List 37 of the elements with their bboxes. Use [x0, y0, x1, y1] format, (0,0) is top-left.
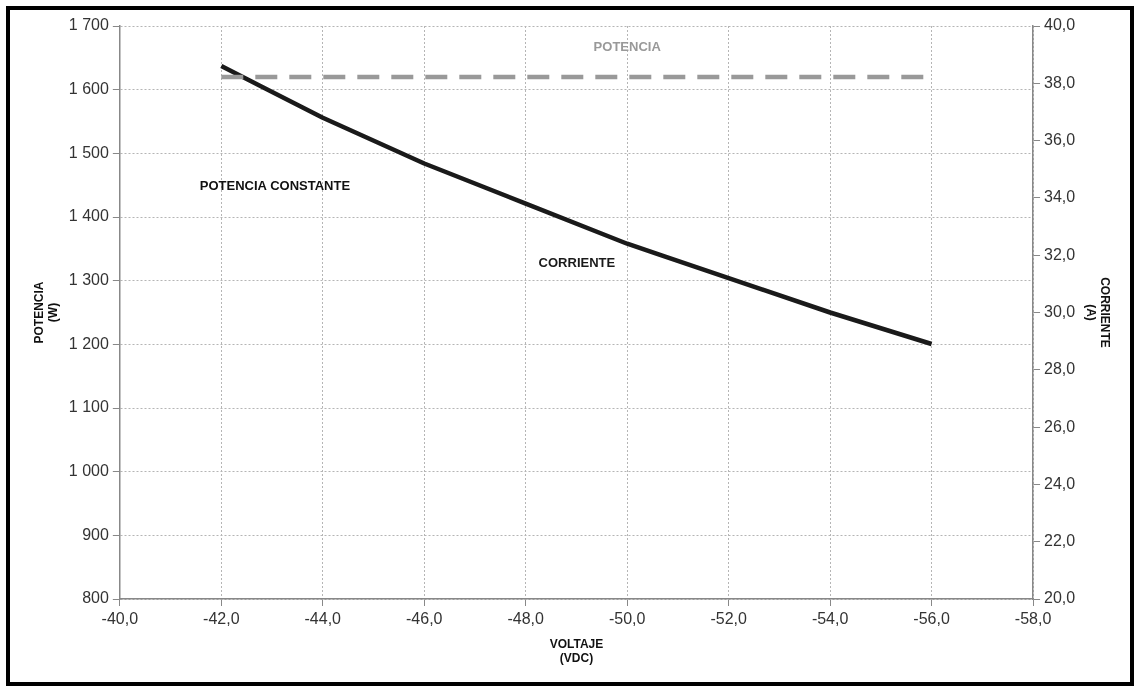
y2-tick-label: 38,0 [1044, 73, 1076, 91]
y2-tick-label: 22,0 [1044, 532, 1076, 550]
y-tick-label: 1 100 [68, 398, 109, 416]
x-tick-label: -56,0 [913, 610, 950, 628]
y-tick-label: 800 [82, 589, 109, 607]
y-tick-label: 1 500 [68, 143, 109, 161]
x-axis-title: VOLTAJE (VDC) [549, 636, 604, 666]
y2-tick-label: 40,0 [1044, 16, 1076, 34]
y2-tick-label: 28,0 [1044, 360, 1076, 378]
y-tick-label: 1 400 [68, 207, 109, 225]
y2-tick-label: 34,0 [1044, 188, 1076, 206]
annotation: POTENCIA CONSTANTE [199, 178, 351, 194]
y2-axis-title: CORRIENTE (A) [1084, 277, 1113, 348]
y-tick-label: 1 000 [68, 462, 109, 480]
y-tick-label: 1 700 [68, 16, 109, 34]
y2-tick-label: 32,0 [1044, 245, 1076, 263]
y2-tick-label: 24,0 [1044, 474, 1076, 492]
x-tick-label: -42,0 [203, 610, 240, 628]
y-tick-label: 900 [82, 525, 109, 543]
x-tick-label: -40,0 [101, 610, 139, 628]
series-label: CORRIENTE [538, 255, 616, 271]
x-tick-label: -46,0 [406, 610, 443, 628]
y-tick-label: 1 600 [68, 80, 109, 98]
y2-tick-label: 20,0 [1044, 589, 1076, 607]
x-tick-label: -52,0 [710, 610, 747, 628]
x-tick-label: -54,0 [811, 610, 849, 628]
y-axis-title: POTENCIA (W) [31, 281, 60, 344]
x-tick-label: -58,0 [1014, 610, 1052, 628]
y2-tick-label: 26,0 [1044, 417, 1076, 435]
x-tick-label: -44,0 [304, 610, 342, 628]
series-label: POTENCIA [593, 38, 662, 54]
y2-tick-label: 30,0 [1044, 302, 1076, 320]
y-tick-label: 1 200 [68, 334, 109, 352]
x-tick-label: -48,0 [507, 610, 545, 628]
y2-tick-label: 36,0 [1044, 131, 1076, 149]
x-tick-label: -50,0 [608, 610, 646, 628]
y-tick-label: 1 300 [68, 271, 109, 289]
